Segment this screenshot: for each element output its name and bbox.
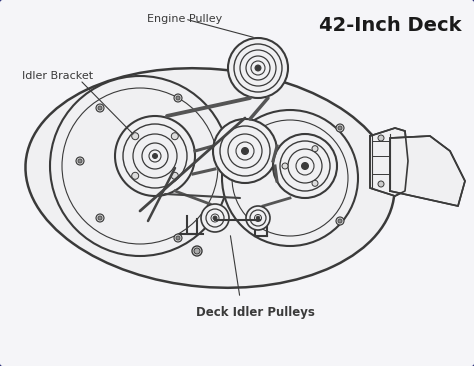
Circle shape (241, 147, 248, 154)
Circle shape (132, 172, 139, 179)
Text: Idler Bracket: Idler Bracket (22, 71, 93, 81)
Circle shape (338, 126, 342, 130)
Circle shape (98, 106, 102, 110)
Polygon shape (390, 136, 465, 206)
Circle shape (174, 94, 182, 102)
Text: Engine Pulley: Engine Pulley (147, 14, 223, 24)
Circle shape (378, 135, 384, 141)
Circle shape (76, 157, 84, 165)
Circle shape (282, 163, 288, 169)
Circle shape (301, 163, 309, 169)
Circle shape (338, 219, 342, 223)
Circle shape (98, 216, 102, 220)
Circle shape (192, 246, 202, 256)
Circle shape (201, 204, 229, 232)
Circle shape (78, 159, 82, 163)
Circle shape (378, 181, 384, 187)
Circle shape (171, 133, 178, 140)
Circle shape (246, 206, 270, 230)
Circle shape (50, 76, 230, 256)
Circle shape (312, 146, 318, 152)
Circle shape (222, 110, 358, 246)
Ellipse shape (26, 68, 394, 288)
Circle shape (115, 116, 195, 196)
Circle shape (171, 172, 178, 179)
Circle shape (176, 236, 180, 240)
Circle shape (312, 180, 318, 186)
Circle shape (213, 119, 277, 183)
Circle shape (255, 65, 261, 71)
Text: 42-Inch Deck: 42-Inch Deck (319, 16, 462, 35)
Circle shape (256, 216, 260, 220)
Circle shape (336, 217, 344, 225)
Circle shape (273, 134, 337, 198)
Circle shape (228, 38, 288, 98)
Polygon shape (370, 128, 408, 196)
Circle shape (336, 124, 344, 132)
Circle shape (153, 153, 157, 158)
Circle shape (213, 216, 217, 220)
Circle shape (176, 96, 180, 100)
Circle shape (194, 248, 200, 254)
Text: Deck Idler Pulleys: Deck Idler Pulleys (196, 306, 314, 319)
Circle shape (174, 234, 182, 242)
Circle shape (96, 214, 104, 222)
Circle shape (132, 133, 139, 140)
Circle shape (96, 104, 104, 112)
